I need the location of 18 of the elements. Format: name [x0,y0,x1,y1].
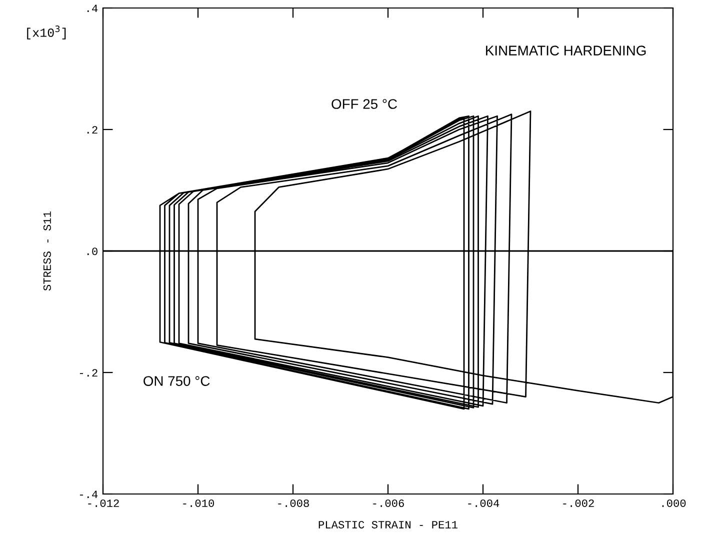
x-tick-label: -.012 [88,499,119,508]
annotation: KINEMATIC HARDENING [486,46,646,56]
y-tick-label: -.2 [80,369,98,377]
y-tick-label: .0 [87,248,98,256]
annotation: ON 750 °C [144,376,210,386]
y-tick-label: .4 [87,4,98,12]
x-tick-label: -.010 [183,499,214,508]
y-tick-label: .2 [87,126,98,134]
text: [x10$^{3}$] [27,26,66,40]
x-tick-label: .000 [662,499,686,508]
y-tick-label: -.4 [80,490,98,498]
x-axis-title: PLASTIC STRAIN - PE11 [318,520,458,528]
x-tick-label: -.002 [563,499,594,508]
y-axis-title: STRESS - S11 [43,212,51,291]
x-tick-label: -.004 [468,499,500,508]
x-tick-label: -.008 [278,499,309,508]
annotation: OFF 25 °C [332,99,397,109]
x-tick-label: -.006 [373,499,404,508]
